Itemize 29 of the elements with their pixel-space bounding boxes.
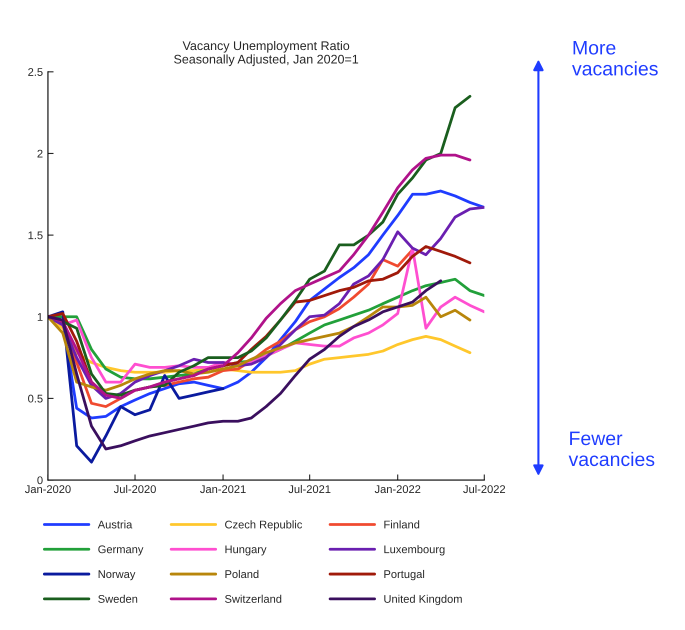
- x-tick-label: Jan-2021: [200, 485, 246, 494]
- y-tick-label: 1: [38, 313, 43, 321]
- legend-label: Poland: [225, 570, 258, 578]
- legend-label: Sweden: [98, 594, 138, 603]
- legend-label: Hungary: [225, 546, 267, 556]
- y-tick-label: 0: [37, 476, 43, 484]
- y-tick-label: 1.5: [28, 232, 43, 240]
- legend-label: Switzerland: [225, 594, 282, 603]
- text: More vacancies: [572, 41, 658, 76]
- legend-label: Czech Republic: [225, 520, 302, 531]
- x-tick-label: Jul-2022: [463, 484, 506, 494]
- line-series: [48, 154, 472, 400]
- line-series: [48, 279, 442, 450]
- y-tick-label: 0.5: [28, 394, 43, 403]
- x-tick-label: Jan-2022: [374, 485, 420, 494]
- x-tick-label: Jul-2020: [114, 484, 156, 494]
- y-tick-label: 2.5: [28, 68, 43, 76]
- x-tick-label: Jul-2021: [288, 484, 330, 494]
- legend-label: Austria: [98, 520, 132, 528]
- text: Fewer vacancies: [568, 432, 654, 466]
- legend-label: Norway: [98, 570, 136, 580]
- legend-label: Germany: [98, 545, 144, 556]
- chart-title: Vacancy Unemployment Ratio Seasonally Adjusted, Jan 2020=1: [174, 40, 358, 66]
- legend-label: Finland: [384, 520, 420, 528]
- legend-label: United Kingdom: [384, 594, 462, 606]
- legend-label: Portugal: [384, 570, 424, 580]
- legend-label: Luxembourg: [384, 545, 445, 556]
- x-tick-label: Jan-2020: [24, 485, 71, 494]
- y-tick-label: 2: [37, 150, 43, 158]
